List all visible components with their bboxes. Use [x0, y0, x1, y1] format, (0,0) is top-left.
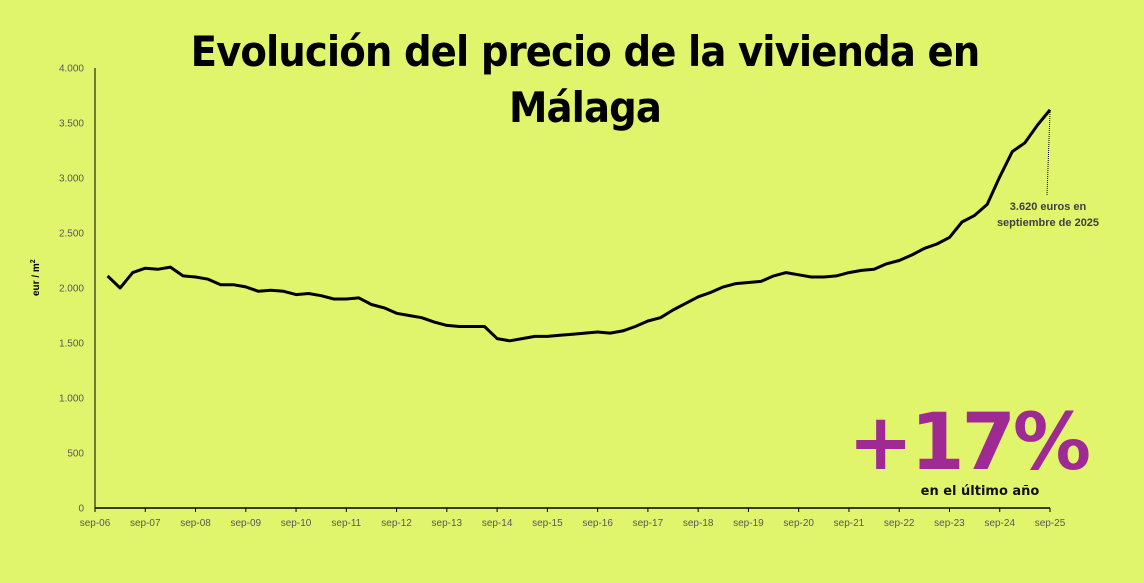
x-tick-label: sep-07 [130, 518, 161, 529]
y-tick-label: 500 [67, 449, 84, 460]
y-tick-label: 0 [78, 504, 84, 515]
x-tick-label: sep-10 [281, 518, 312, 529]
x-tick-label: sep-22 [884, 518, 915, 529]
y-axis: 0 500 1.000 1.500 2.000 2.500 3.000 3.500 4.000 [59, 64, 96, 515]
y-tick-label: 3.000 [59, 174, 84, 185]
y-tick-label: 3.500 [59, 119, 84, 130]
x-tick-label: sep-11 [331, 518, 361, 529]
x-tick-label: sep-16 [582, 518, 613, 529]
price-line [106, 108, 1052, 343]
x-tick-label: sep-24 [984, 518, 1015, 529]
x-tick-label: sep-15 [532, 518, 563, 529]
y-tick-label: 1.500 [59, 339, 84, 350]
x-tick-label: sep-08 [180, 518, 211, 529]
x-tick-label: sep-12 [381, 518, 412, 529]
x-tick-label: sep-17 [633, 518, 664, 529]
y-tick-label: 2.000 [59, 284, 84, 295]
annotation-line-1: 3.620 euros en [1009, 201, 1087, 213]
chart-title: Evolución del precio de la vivienda en M… [190, 27, 981, 132]
x-tick-label: sep-20 [783, 518, 814, 529]
last-value-annotation: 3.620 euros en septiembre de 2025 [980, 199, 1116, 231]
y-axis-label: eur / m2 [30, 259, 42, 296]
x-tick-label: sep-13 [432, 518, 463, 529]
x-tick-label: sep-14 [482, 518, 513, 529]
annotation-leader-line [1046, 111, 1051, 196]
annotation-line-2: septiembre de 2025 [996, 217, 1100, 229]
x-tick-label: sep-21 [834, 518, 865, 529]
x-tick-label: sep-06 [80, 518, 111, 529]
x-axis: sep-06 sep-07 sep-08 sep-09 sep-10 sep-11 sep-… [80, 507, 1066, 529]
y-tick-label: 4.000 [59, 64, 84, 75]
x-tick-label: sep-25 [1035, 518, 1066, 529]
x-tick-label: sep-18 [683, 518, 714, 529]
x-tick-label: sep-19 [733, 518, 764, 529]
x-tick-label: sep-09 [231, 518, 262, 529]
yearly-change-caption: en el último año [920, 484, 1040, 499]
y-tick-label: 2.500 [59, 229, 84, 240]
yearly-change-value: +17% [848, 398, 1091, 488]
y-tick-label: 1.000 [59, 394, 84, 405]
x-tick-label: sep-23 [934, 518, 965, 529]
